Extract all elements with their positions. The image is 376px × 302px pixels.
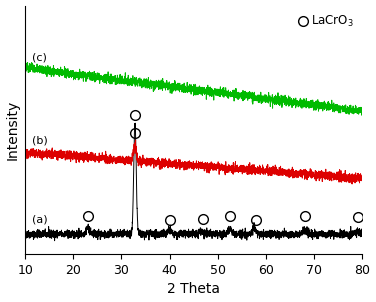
Text: (c): (c)	[32, 52, 47, 62]
Text: (b): (b)	[32, 136, 48, 146]
Text: (a): (a)	[32, 215, 48, 225]
Legend: LaCrO$_3$: LaCrO$_3$	[294, 9, 359, 34]
Y-axis label: Intensity: Intensity	[6, 100, 20, 160]
X-axis label: 2 Theta: 2 Theta	[167, 282, 220, 297]
